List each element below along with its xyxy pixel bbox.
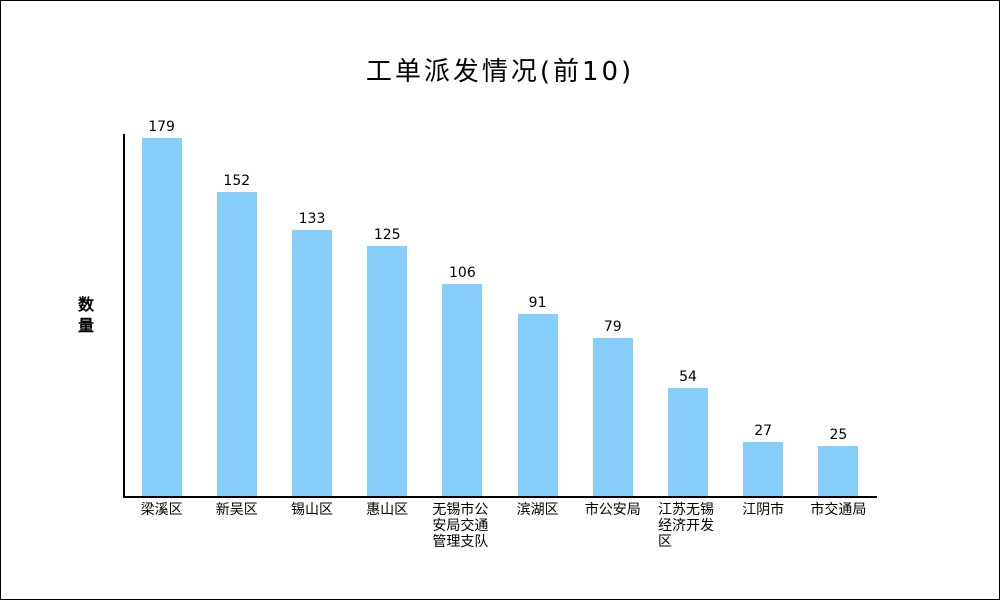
category-label: 新吴区: [215, 502, 258, 518]
category-label: 梁溪区: [140, 502, 183, 518]
bar-value-label: 79: [603, 319, 622, 335]
y-axis-line: [123, 134, 125, 498]
bar-5: [442, 284, 482, 496]
bar-value-label: 27: [754, 423, 773, 439]
category-label: 无锡市公安局交通管理支队: [432, 502, 489, 550]
y-axis-label: 数量: [77, 295, 94, 335]
category-label: 锡山区: [291, 502, 333, 518]
chart-title: 工单派发情况(前10): [365, 57, 635, 87]
bar-value-label: 133: [298, 211, 326, 227]
bar-value-label: 179: [148, 119, 175, 135]
bar-1: [142, 138, 182, 496]
bar-4: [367, 246, 407, 496]
bar-9: [743, 442, 783, 496]
category-label: 市公安局: [584, 502, 641, 518]
bar-value-label: 54: [679, 369, 697, 385]
x-axis-line: [123, 496, 877, 498]
category-label: 市交通局: [810, 502, 867, 518]
bar-6: [518, 314, 558, 496]
bar-8: [668, 388, 708, 496]
bar-value-label: 91: [528, 295, 547, 311]
bar-value-label: 125: [373, 227, 401, 243]
category-label: 惠山区: [366, 502, 409, 518]
bar-3: [292, 230, 332, 496]
bar-7: [593, 338, 633, 496]
bar-value-label: 25: [829, 427, 848, 443]
category-label: 滨湖区: [516, 502, 559, 518]
bar-value-label: 106: [449, 265, 476, 281]
bar-value-label: 152: [223, 173, 251, 189]
category-label: 江阴市: [742, 502, 785, 518]
category-label: 江苏无锡经济开发区: [658, 502, 714, 550]
bar-10: [818, 446, 858, 496]
bar-2: [217, 192, 257, 496]
